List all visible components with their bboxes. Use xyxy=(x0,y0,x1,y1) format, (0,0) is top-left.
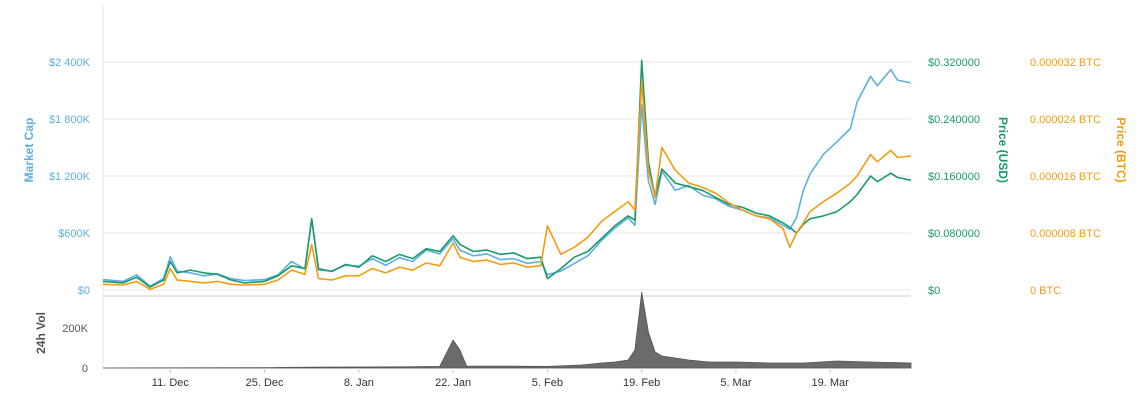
axes-layer: $0 $600K $1 200K $1 800K $2 400K $0 $0.080000 $… xyxy=(49,57,1101,389)
x-tick-label: 22. Jan xyxy=(435,377,471,389)
price-usd-tick-label: $0.240000 xyxy=(928,114,980,126)
market-cap-tick-label: $0 xyxy=(78,285,90,297)
price-btc-tick-label: 0.000032 BTC xyxy=(1030,57,1101,69)
price-usd-tick-label: $0.320000 xyxy=(928,57,980,69)
volume-axis-title: 24h Vol xyxy=(34,312,48,354)
price-usd-line xyxy=(102,59,912,288)
price-usd-axis-title: Price (USD) xyxy=(996,117,1010,183)
x-tick-label: 11. Dec xyxy=(152,377,190,389)
market-cap-tick-label: $1 200K xyxy=(49,171,91,183)
x-tick-label: 5. Feb xyxy=(532,377,563,389)
price-btc-tick-label: 0.000024 BTC xyxy=(1030,114,1101,126)
x-tick-label: 19. Feb xyxy=(623,377,660,389)
grid-lines xyxy=(102,5,911,369)
volume-area xyxy=(102,291,912,369)
x-tick-label: 5. Mar xyxy=(720,377,752,389)
price-btc-tick-label: 0.000016 BTC xyxy=(1030,171,1101,183)
series-layer xyxy=(102,59,912,369)
market-cap-tick-label: $2 400K xyxy=(49,57,91,69)
x-tick-label: 8. Jan xyxy=(344,377,374,389)
market-cap-axis-title: Market Cap xyxy=(22,118,36,183)
price-usd-tick-label: $0.080000 xyxy=(928,228,980,240)
price-btc-axis-title: Price (BTC) xyxy=(1114,117,1128,182)
x-tick-label: 25. Dec xyxy=(246,377,284,389)
market-cap-tick-label: $600K xyxy=(58,228,90,240)
price-usd-tick-label: $0 xyxy=(928,285,940,297)
price-btc-tick-label: 0.000008 BTC xyxy=(1030,228,1101,240)
price-usd-tick-label: $0.160000 xyxy=(928,171,980,183)
volume-tick-label: 200K xyxy=(62,323,88,335)
price-btc-line xyxy=(102,81,912,291)
price-btc-tick-label: 0 BTC xyxy=(1030,285,1061,297)
x-tick-label: 19. Mar xyxy=(812,377,850,389)
volume-tick-label: 0 xyxy=(82,363,88,375)
market-cap-tick-label: $1 800K xyxy=(49,114,91,126)
